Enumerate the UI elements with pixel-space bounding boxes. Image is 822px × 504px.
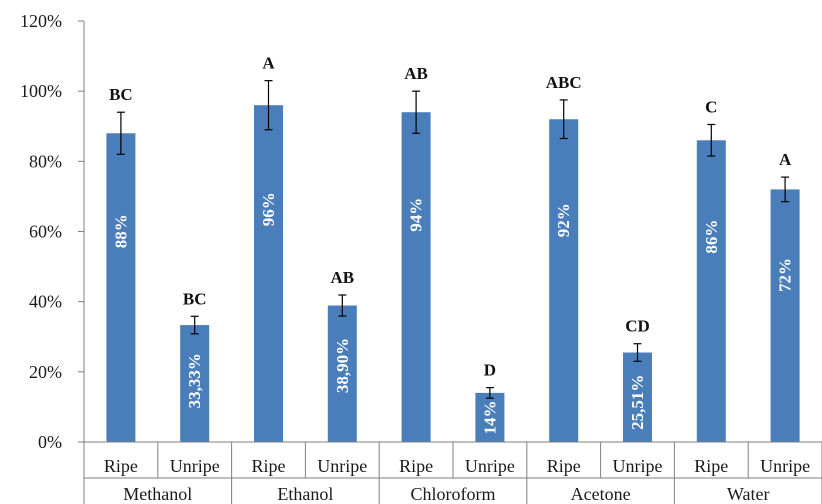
- y-tick-label: 0%: [38, 432, 62, 452]
- category-label: Ripe: [547, 456, 581, 476]
- bar: [696, 140, 726, 443]
- value-label: 94%: [407, 198, 426, 232]
- y-tick-label: 20%: [29, 362, 62, 382]
- bars: [106, 105, 800, 443]
- bar: [475, 392, 505, 442]
- category-label: Ripe: [399, 456, 433, 476]
- group-label: Ethanol: [277, 484, 333, 504]
- bar: [401, 112, 431, 442]
- bar: [254, 105, 283, 442]
- axes: [78, 20, 822, 504]
- value-label: 96%: [259, 192, 278, 226]
- value-label: 86%: [702, 220, 721, 254]
- significance-label: AB: [404, 64, 428, 83]
- bar: [549, 119, 579, 442]
- value-label: 88%: [111, 214, 130, 248]
- category-label: Unripe: [317, 456, 367, 476]
- value-label: 92%: [554, 203, 573, 237]
- group-label: Methanol: [123, 484, 192, 504]
- bar: [327, 305, 357, 442]
- error-bars: [116, 80, 790, 399]
- significance-label: A: [779, 150, 792, 169]
- group-labels: Methanol Ethanol Chloroform Acetone Water: [123, 484, 769, 504]
- value-label: 72%: [776, 258, 795, 292]
- y-tick-label: 60%: [29, 222, 62, 242]
- group-label: Water: [727, 484, 770, 504]
- category-label: Ripe: [104, 456, 138, 476]
- y-tick-label: 40%: [29, 292, 62, 312]
- bar: [106, 133, 136, 442]
- bar: [770, 189, 800, 442]
- significance-labels: BC BC A AB AB D ABC CD C A: [109, 54, 792, 380]
- group-label: Chloroform: [411, 484, 496, 504]
- bar: [180, 325, 210, 442]
- group-label: Acetone: [571, 484, 631, 504]
- value-labels: 88% 33,33% 96% 38,90% 94% 14% 92% 25,51% 86% 72%: [111, 192, 794, 434]
- significance-label: ABC: [546, 73, 582, 92]
- significance-label: AB: [330, 268, 354, 287]
- value-label: 14%: [480, 400, 499, 434]
- bar: [623, 352, 652, 442]
- y-tick-label: 100%: [20, 81, 62, 101]
- significance-label: BC: [183, 289, 207, 308]
- significance-label: BC: [109, 85, 133, 104]
- category-labels: Ripe Unripe Ripe Unripe Ripe Unripe Ripe Unripe…: [104, 456, 810, 476]
- category-label: Unripe: [760, 456, 810, 476]
- category-label: Unripe: [465, 456, 515, 476]
- y-tick-label: 120%: [20, 11, 62, 31]
- category-label: Unripe: [170, 456, 220, 476]
- significance-label: CD: [625, 317, 650, 336]
- value-label: 33,33%: [185, 353, 204, 408]
- significance-label: C: [705, 97, 717, 116]
- y-axis-ticks: 0% 20% 40% 60% 80% 100% 120%: [20, 11, 62, 452]
- significance-label: D: [484, 361, 496, 380]
- significance-label: A: [262, 54, 275, 73]
- category-label: Ripe: [252, 456, 286, 476]
- category-label: Unripe: [613, 456, 663, 476]
- category-label: Ripe: [694, 456, 728, 476]
- value-label: 38,90%: [333, 338, 352, 393]
- y-tick-label: 80%: [29, 151, 62, 171]
- value-label: 25,51%: [628, 375, 647, 430]
